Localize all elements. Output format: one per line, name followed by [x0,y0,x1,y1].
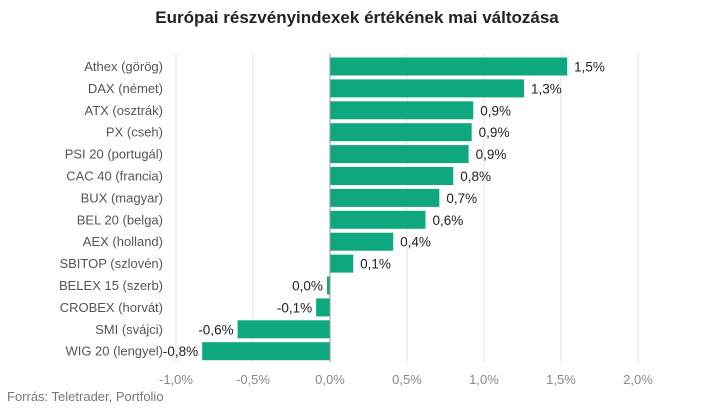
value-label: -0,6% [198,322,233,337]
bar [330,232,394,251]
x-tick-label: -0,5% [236,372,270,387]
bar [330,188,440,207]
bar [330,57,568,76]
value-label: 0,9% [480,103,511,118]
chart-title: Európai részvényindexek értékének mai vá… [155,8,559,27]
bar [330,79,525,98]
x-tick-label: 0,5% [392,372,422,387]
x-tick-label: 2,0% [623,372,653,387]
x-tick-label: 0,0% [315,372,345,387]
bar [326,276,330,295]
bar [330,101,474,120]
category-label: BUX (magyar) [81,190,163,205]
x-tick-label: -1,0% [159,372,193,387]
value-label: 0,9% [476,147,507,162]
category-label: AEX (holland) [83,234,163,249]
value-label: 0,4% [400,235,431,250]
value-labels: 1,5% 1,3% 0,9% 0,9% 0,9% 0,8% 0,7% 0,6%0,4% 0,1%… [163,60,605,360]
category-label: PX (cseh) [106,125,163,140]
category-label: ATX (osztrák) [85,103,164,118]
source-note: Forrás: Teletrader, Portfolio [7,389,164,404]
gridlines [175,54,639,362]
bar [330,254,354,273]
value-label: -0,1% [277,300,312,315]
category-label: PSI 20 (portugál) [65,147,163,162]
category-label: CROBEX (horvát) [60,300,163,315]
bar [330,210,426,229]
bar [330,145,469,164]
value-label: 0,9% [479,125,510,140]
value-label: 0,7% [446,191,477,206]
value-label: 1,3% [531,81,562,96]
value-label: 0,1% [360,257,391,272]
x-tick-label: 1,5% [546,372,576,387]
bar [237,320,330,339]
bar [202,342,330,361]
bar [330,123,472,142]
category-label: WIG 20 (lengyel) [65,344,163,359]
value-label: 0,0% [292,279,323,294]
value-label: 1,5% [574,60,605,75]
bar [316,298,330,317]
value-label: 0,6% [432,213,463,228]
category-label: Athex (görög) [84,59,163,74]
category-label: BELEX 15 (szerb) [59,278,163,293]
x-tick-label: 1,0% [469,372,499,387]
bar [330,167,454,185]
value-label: -0,8% [163,344,198,359]
category-label: DAX (német) [88,81,163,96]
category-label: SMI (svájci) [95,322,163,337]
value-label: 0,8% [460,169,491,184]
category-labels: Athex (görög) DAX (német) ATX (osztrák) PX … [59,59,163,359]
x-tick-labels: -1,0% -0,5% 0,0% 0,5% 1,0% 1,5% 2,0% [159,372,653,387]
category-label: CAC 40 (francia) [66,169,163,184]
category-label: BEL 20 (belga) [77,212,163,227]
bars [202,57,568,361]
category-label: SBITOP (szlovén) [59,256,163,271]
